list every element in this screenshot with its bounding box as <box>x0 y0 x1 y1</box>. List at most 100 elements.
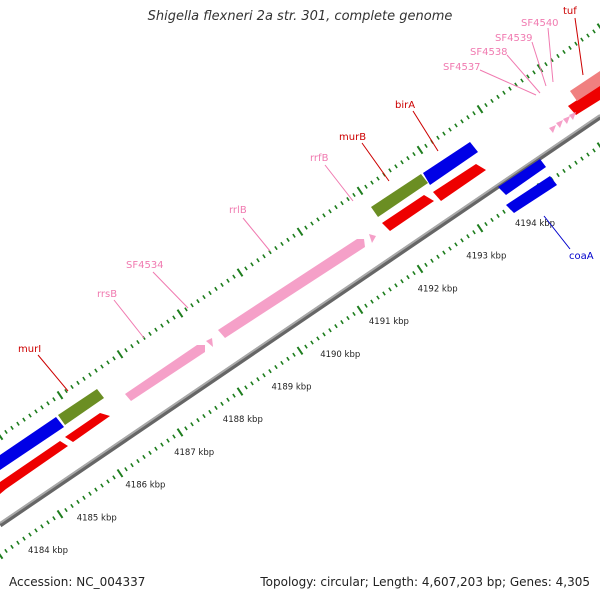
outer-tick <box>580 37 584 42</box>
outer-tick <box>502 90 506 95</box>
outer-tick <box>514 82 518 87</box>
outer-tick <box>466 115 470 120</box>
outer-tick <box>124 348 128 353</box>
outer-tick <box>574 41 578 46</box>
backbone <box>0 114 600 528</box>
outer-tick <box>526 74 530 79</box>
inner-tick <box>220 401 224 406</box>
red-cds-murI <box>65 413 110 442</box>
scale-label: 4189 kbp <box>272 383 312 393</box>
inner-tick <box>466 234 470 239</box>
outer-tick <box>544 62 548 67</box>
inner-tick <box>166 438 170 443</box>
inner-tick <box>56 509 64 519</box>
outer-tick <box>568 45 572 50</box>
inner-tick <box>580 156 584 161</box>
inner-tick <box>10 544 14 549</box>
inner-tick <box>70 503 74 509</box>
inner-tick <box>502 209 506 214</box>
leader-SF4540 <box>547 27 554 83</box>
outer-tick <box>130 343 134 349</box>
accession-text: Accession: NC_004337 <box>9 575 146 589</box>
outer-tick <box>334 205 338 210</box>
rrna-rrsB <box>125 345 205 401</box>
inner-tick <box>28 532 32 537</box>
scale-label: 4191 kbp <box>369 317 409 327</box>
rna-SF4538 <box>556 120 563 128</box>
inner-tick <box>214 405 218 411</box>
outer-tick <box>88 372 92 377</box>
label-tuf: tuf <box>563 6 577 17</box>
scale-label: 4192 kbp <box>418 284 458 294</box>
inner-tick <box>124 467 128 472</box>
outer-tick <box>70 384 74 390</box>
outer-tick <box>256 258 260 263</box>
outer-tick <box>214 286 218 292</box>
outer-tick <box>22 417 26 422</box>
outer-tick <box>520 78 524 83</box>
inner-tick <box>116 468 124 478</box>
inner-tick <box>496 213 500 218</box>
outer-tick <box>34 409 38 414</box>
outer-tick <box>412 151 416 157</box>
inner-tick <box>148 450 152 455</box>
outer-tick <box>136 339 140 345</box>
outer-tick <box>586 33 590 38</box>
outer-tick <box>208 290 212 296</box>
label-SF4539: SF4539 <box>495 33 533 44</box>
inner-tick <box>244 385 248 390</box>
outer-tick <box>352 192 356 198</box>
outer-tick <box>286 237 290 242</box>
outer-tick <box>394 164 398 169</box>
outer-tick <box>416 145 424 155</box>
scale-label: 4190 kbp <box>320 350 360 360</box>
outer-tick <box>376 176 380 181</box>
label-rrsB: rrsB <box>97 289 117 300</box>
label-SF4540: SF4540 <box>521 18 559 29</box>
scale-label: 4193 kbp <box>466 252 506 262</box>
inner-tick <box>364 303 368 308</box>
label-birA: birA <box>395 100 415 111</box>
inner-tick <box>376 295 380 300</box>
inner-tick <box>0 553 4 560</box>
inner-tick <box>64 507 68 513</box>
outer-tick <box>322 213 326 218</box>
outer-tick <box>304 225 308 230</box>
inner-tick <box>556 172 560 178</box>
inner-tick <box>472 230 476 235</box>
inner-tick <box>136 458 140 464</box>
outer-tick <box>596 23 600 30</box>
outer-tick <box>346 196 350 202</box>
inner-tick <box>416 264 424 274</box>
inner-tick <box>208 409 212 415</box>
rna-SF4540 <box>569 112 576 120</box>
inner-tick <box>226 397 230 402</box>
inner-tick <box>334 324 338 329</box>
inner-tick <box>442 250 446 255</box>
inner-tick <box>34 528 38 533</box>
outer-tick <box>172 315 176 320</box>
inner-tick <box>592 148 596 153</box>
inner-tick <box>256 377 260 382</box>
label-leaders <box>37 17 584 392</box>
outer-tick <box>356 186 364 196</box>
inner-tick <box>596 142 600 149</box>
outer-tick <box>448 127 452 132</box>
red-cds-left <box>0 441 68 494</box>
rrna-lane <box>125 112 576 401</box>
label-rrfB: rrfB <box>310 153 329 164</box>
rrna-rrlB <box>218 239 365 338</box>
inner-tick <box>130 462 134 468</box>
olive-gene-murI <box>58 389 104 425</box>
inner-tick <box>586 152 590 157</box>
inner-tick <box>406 275 410 280</box>
inner-tick <box>176 428 184 437</box>
inner-tick <box>280 360 284 366</box>
inner-tick <box>4 548 8 554</box>
outer-tick <box>592 29 596 34</box>
outer-tick <box>116 349 124 359</box>
outer-tick <box>56 390 64 400</box>
inner-tick <box>304 344 308 349</box>
outer-tick <box>292 233 296 238</box>
leader-rrlB <box>242 217 271 252</box>
